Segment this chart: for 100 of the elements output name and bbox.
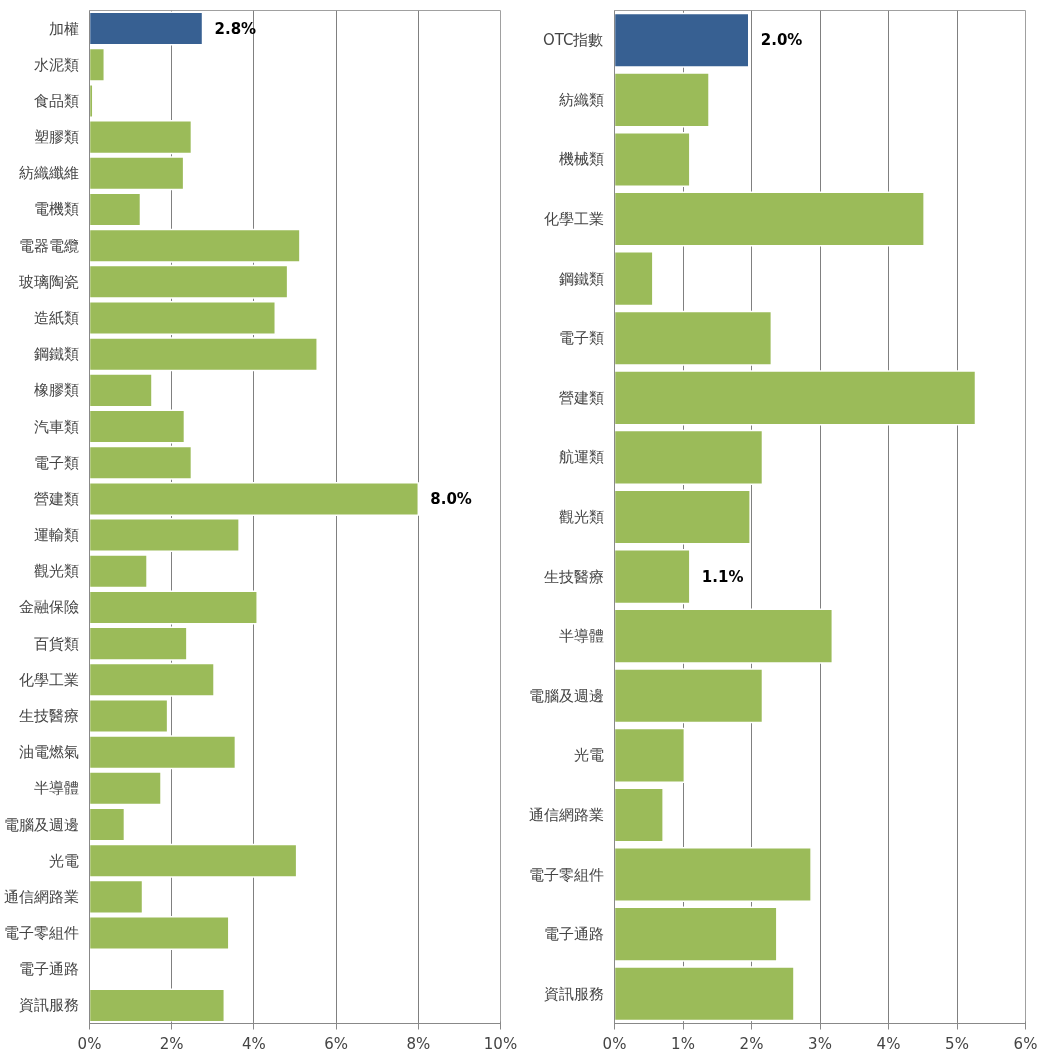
bar [89,264,289,299]
bar [614,846,812,903]
bar [614,668,764,724]
y-tick-label: OTC指數 [542,31,604,50]
bar [89,518,240,553]
y-tick-label: 電腦及週邊 [528,686,604,705]
x-tick-label: 0% [602,1034,627,1053]
bar [89,916,230,951]
y-tick-label: 生技醫療 [543,567,604,586]
bar [614,72,710,128]
bar [89,156,185,191]
x-tick-label: 2% [159,1034,184,1053]
y-tick-label: 觀光類 [558,508,604,526]
x-tick-label: 0% [77,1034,102,1053]
bar [89,192,142,227]
bar [614,12,750,68]
x-tick-label: 1% [671,1034,695,1053]
bar [614,251,654,307]
y-tick-label: 食品類 [33,91,79,110]
y-tick-label: 通信網路業 [528,805,604,824]
y-tick-label: 塑膠類 [33,128,79,147]
y-tick-label: 觀光類 [33,562,79,581]
bar [614,370,977,426]
bar [89,300,277,336]
bar [614,727,686,783]
y-tick-label: 光電 [48,851,79,870]
x-tick-label: 3% [808,1034,832,1053]
bar [89,626,188,661]
bar [89,988,226,1023]
data-label: 8.0% [430,489,472,508]
x-tick-label: 6% [1013,1034,1038,1053]
y-tick-label: 鋼鐵類 [558,269,604,288]
y-tick-label: 電子類 [33,453,79,472]
bar [614,310,773,366]
y-tick-label: 水泥類 [33,55,79,74]
y-tick-label: 百貨類 [33,634,79,653]
data-label: 2.0% [760,31,803,50]
bar [89,590,258,625]
bar [614,966,795,1022]
y-tick-label: 電子零組件 [528,865,604,884]
bar [614,549,691,605]
bar [614,191,925,247]
y-tick-label: 油電燃氣 [18,743,79,762]
y-tick-label: 電器電纜 [18,236,79,255]
y-tick-label: 機械類 [558,150,604,169]
y-tick-label: 資訊服務 [18,996,79,1015]
y-tick-label: 營建類 [33,489,79,508]
bar [89,120,193,155]
bar [89,771,162,806]
bar [89,373,153,408]
bar [89,409,186,444]
bar [89,337,318,372]
x-tick-label: 4% [242,1034,266,1053]
y-tick-label: 鋼鐵類 [33,345,79,364]
data-label: 2.8% [214,19,257,38]
bar [89,735,237,770]
bar [89,47,106,82]
y-tick-label: 資訊服務 [543,984,604,1003]
x-tick-label: 10% [483,1034,518,1053]
bar [89,228,301,263]
bar [89,445,193,480]
bar [614,608,834,664]
y-tick-label: 電腦及週邊 [3,815,79,834]
x-tick-label: 4% [876,1034,901,1053]
y-tick-label: 營建類 [558,388,604,407]
y-tick-label: 運輸類 [33,526,79,545]
y-tick-label: 金融保險 [18,598,79,617]
y-tick-label: 電機類 [33,200,79,219]
bar [89,481,420,516]
bar [89,879,144,914]
y-tick-label: 汽車類 [33,417,79,436]
bar [89,807,126,842]
y-tick-label: 電子通路 [543,925,604,944]
y-tick-label: 化學工業 [543,210,604,229]
y-tick-label: 紡織纖維 [18,164,79,183]
bar [89,843,298,878]
bar [89,11,204,46]
y-tick-label: 加權 [48,19,79,38]
y-tick-label: 紡織類 [558,90,604,109]
y-tick-label: 半導體 [33,779,79,798]
bar [89,662,215,697]
y-tick-label: 生技醫療 [18,706,79,725]
x-tick-label: 8% [406,1034,431,1053]
y-tick-label: 電子零組件 [3,924,79,943]
bar [614,131,691,188]
x-tick-label: 6% [324,1034,348,1053]
y-tick-label: 通信網路業 [3,887,79,906]
y-tick-label: 電子類 [558,329,604,348]
bar [614,489,751,545]
bar [614,906,778,962]
bar [89,83,94,118]
y-tick-label: 航運類 [558,448,604,467]
y-tick-label: 造紙類 [33,309,79,328]
bar [614,787,664,843]
x-tick-label: 2% [739,1034,764,1053]
y-tick-label: 化學工業 [18,670,79,689]
bar [89,698,169,734]
bar [614,429,764,485]
y-tick-label: 光電 [573,746,604,765]
data-label: 1.1% [701,567,744,586]
